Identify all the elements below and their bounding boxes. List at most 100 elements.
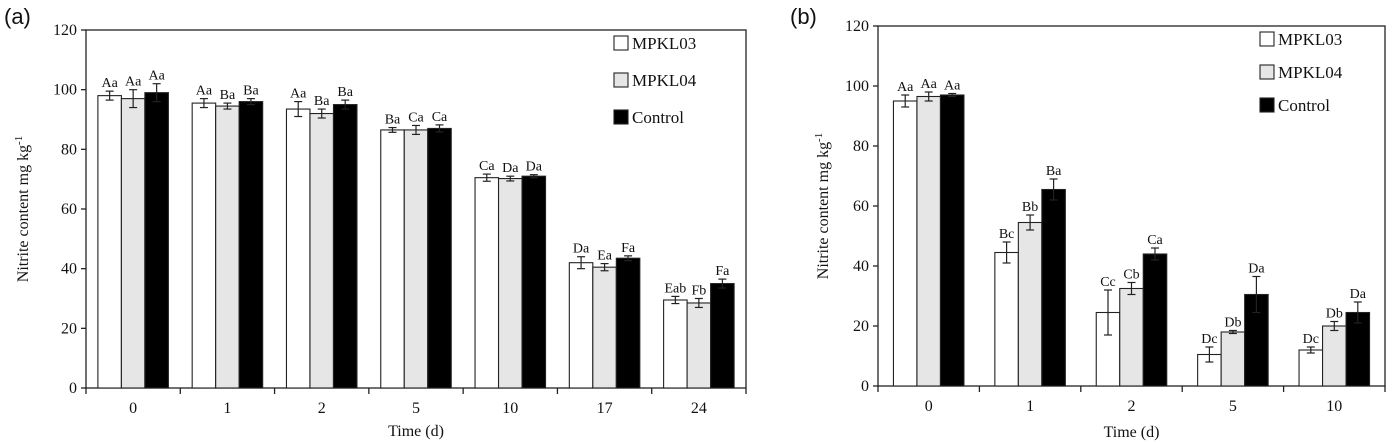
y-axis-title-superscript: -1 — [813, 133, 825, 142]
legend-label: MPKL03 — [632, 34, 696, 53]
y-tick-label: 20 — [61, 320, 77, 337]
significance-label: Ba — [385, 113, 401, 128]
significance-label: Ba — [314, 94, 330, 109]
bar — [710, 283, 735, 389]
y-tick-label: 100 — [53, 82, 77, 99]
significance-label: Aa — [101, 76, 118, 91]
bar — [238, 101, 264, 389]
bar — [1041, 188, 1066, 387]
legend-swatch — [613, 35, 629, 51]
significance-label: Cb — [1123, 268, 1139, 283]
y-tick-label: 120 — [53, 22, 77, 39]
chart-panel-a: (a) 0 20 40 60 80 100 120 0 Aa Aa Aa 1 Aa Ba Ba 2 Aa Ba Ba 5… — [4, 4, 747, 440]
significance-label: Da — [526, 160, 543, 175]
significance-label: Ba — [337, 85, 353, 100]
bar — [686, 302, 712, 389]
x-tick-label: 0 — [129, 400, 137, 417]
chart-panel-b: (b) 0 20 40 60 80 100 120 0 Aa Aa Aa 1 Bc Bb Ba 2 Cc Cb Ca 5… — [790, 4, 1386, 441]
bar — [1298, 349, 1324, 387]
bar — [191, 102, 217, 389]
bar — [592, 266, 617, 389]
y-tick-label: 40 — [61, 261, 77, 278]
bar — [332, 104, 358, 389]
bar — [663, 299, 688, 389]
x-tick-label: 5 — [1229, 398, 1237, 415]
legend-label: MPKL04 — [1278, 63, 1343, 82]
y-tick-label: 20 — [853, 318, 869, 335]
y-tick-label: 100 — [845, 78, 869, 95]
legend-swatch — [613, 72, 629, 88]
significance-label: Aa — [944, 79, 961, 94]
legend: MPKL03 MPKL04 Control — [1259, 30, 1343, 115]
significance-label: Db — [1224, 316, 1241, 331]
bar — [427, 127, 452, 389]
x-tick-label: 2 — [318, 400, 326, 417]
significance-label: Dc — [1303, 332, 1319, 347]
y-tick-label: 120 — [845, 18, 869, 35]
bar — [497, 178, 523, 389]
bar — [1017, 221, 1043, 387]
bar — [521, 175, 547, 389]
y-tick-label: 0 — [69, 380, 77, 397]
significance-label: Aa — [196, 84, 213, 99]
significance-label: Fa — [621, 241, 636, 256]
x-tick-label: 24 — [691, 400, 707, 417]
legend-label: MPKL03 — [1278, 30, 1342, 49]
legend-label: Control — [632, 108, 684, 127]
x-tick-label: 10 — [1326, 398, 1342, 415]
significance-label: Ca — [1147, 233, 1163, 248]
y-tick-label: 80 — [61, 141, 77, 158]
bar — [474, 177, 500, 389]
significance-label: Ca — [479, 159, 495, 174]
significance-label: Aa — [921, 77, 938, 92]
y-axis-title: Nitrite content mg kg-1 — [13, 136, 32, 282]
legend-swatch — [1259, 31, 1275, 47]
significance-label: Dc — [1201, 332, 1217, 347]
x-axis-title: Time (d) — [388, 423, 444, 440]
significance-label: Bb — [1022, 200, 1038, 215]
y-tick-label: 0 — [861, 378, 869, 395]
bar — [916, 95, 942, 387]
y-tick-label: 60 — [853, 198, 869, 215]
legend-swatch — [1259, 64, 1275, 80]
x-tick-label: 17 — [597, 400, 613, 417]
bar — [1142, 253, 1168, 387]
bar — [120, 98, 146, 389]
y-axis-title-text: Nitrite content mg kg — [815, 142, 832, 279]
significance-label: Db — [1326, 307, 1343, 322]
legend-label: Control — [1278, 96, 1330, 115]
bar — [994, 251, 1019, 387]
legend-swatch — [613, 109, 629, 125]
x-axis-title: Time (d) — [1104, 424, 1160, 441]
significance-label: Eab — [664, 281, 686, 296]
significance-label: Fa — [715, 264, 730, 279]
y-axis-title-superscript: -1 — [13, 136, 25, 145]
significance-label: Cc — [1100, 275, 1116, 290]
significance-label: Da — [502, 161, 519, 176]
legend: MPKL03 MPKL04 Control — [613, 34, 697, 127]
bar — [615, 257, 641, 389]
x-tick-label: 0 — [925, 398, 933, 415]
bar — [144, 92, 169, 389]
panel-label: (b) — [790, 4, 817, 29]
significance-label: Bc — [999, 227, 1015, 242]
bar — [1322, 325, 1347, 387]
legend-label: MPKL04 — [632, 71, 697, 90]
x-tick-label: 1 — [223, 400, 231, 417]
y-axis-title-text: Nitrite content mg kg — [15, 145, 32, 282]
bar — [309, 112, 335, 389]
bar — [403, 129, 429, 389]
legend-swatch — [1259, 97, 1275, 113]
significance-label: Aa — [125, 75, 142, 90]
bar — [1220, 331, 1246, 387]
y-axis-title: Nitrite content mg kg-1 — [813, 133, 832, 279]
bar — [892, 100, 918, 387]
significance-label: Ba — [243, 84, 259, 99]
y-tick-label: 40 — [853, 258, 869, 275]
bar — [97, 95, 122, 389]
significance-label: Ba — [220, 88, 236, 103]
bar — [380, 129, 405, 389]
bar — [285, 108, 311, 389]
significance-label: Ca — [432, 110, 448, 125]
